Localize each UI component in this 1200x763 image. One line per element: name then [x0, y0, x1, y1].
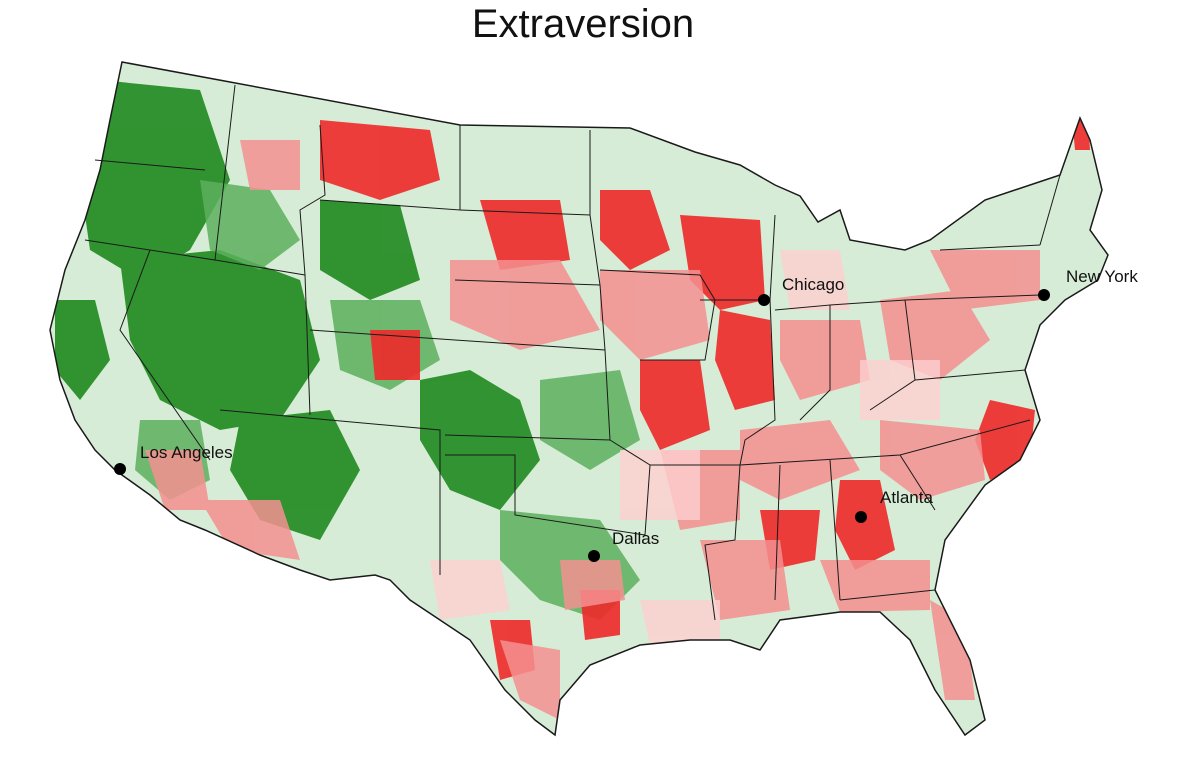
high-region: [320, 118, 1090, 680]
map-title: Extraversion: [471, 2, 695, 46]
city-dot: [1038, 289, 1050, 301]
mid-high-region: [145, 140, 1040, 720]
city-label: Dallas: [612, 529, 659, 548]
city-dot: [114, 463, 126, 475]
city-atlanta[interactable]: Atlanta: [855, 488, 933, 523]
city-chicago[interactable]: Chicago: [758, 275, 844, 306]
city-dot: [588, 550, 600, 562]
city-new-york[interactable]: New York: [1038, 267, 1138, 301]
city-label: Los Angeles: [140, 443, 233, 462]
city-dallas[interactable]: Dallas: [588, 529, 659, 562]
western-low-region: [55, 80, 540, 540]
state-borders: [49, 61, 1109, 737]
city-label: Chicago: [782, 275, 844, 294]
city-dot: [758, 294, 770, 306]
county-shading-layer: [55, 80, 1090, 720]
city-los-angeles[interactable]: Los Angeles: [114, 443, 233, 475]
city-dot: [855, 511, 867, 523]
city-markers: Chicago New York Los Angeles Dallas Atla…: [114, 267, 1138, 562]
city-label: New York: [1066, 267, 1138, 286]
city-label: Atlanta: [880, 488, 933, 507]
